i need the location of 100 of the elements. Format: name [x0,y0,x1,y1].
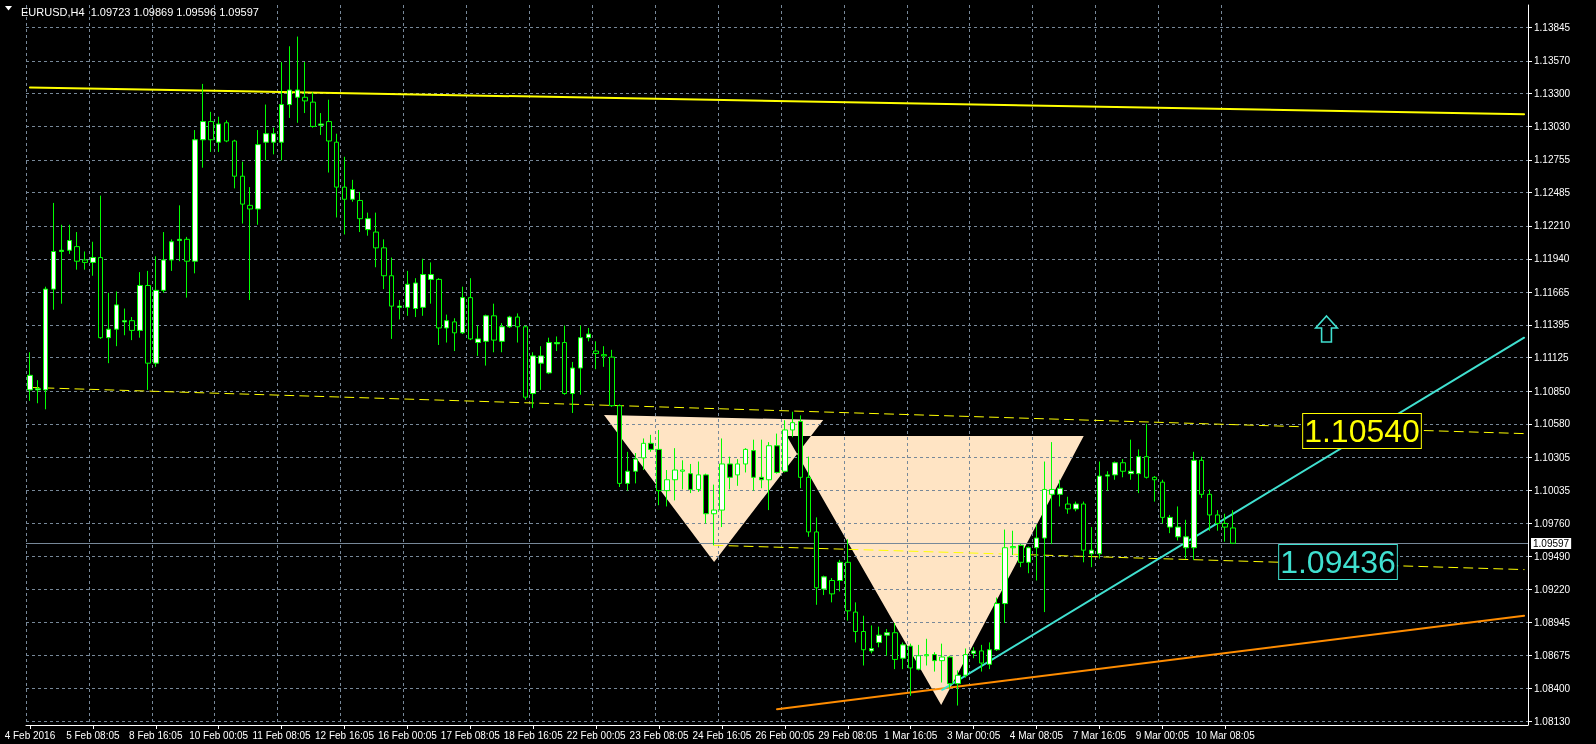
y-tick-label: 1.10580 [1534,418,1571,430]
candlestick [1065,496,1071,515]
candlestick [475,325,481,357]
candlestick [829,577,835,603]
y-tick-label: 1.13030 [1534,120,1571,132]
y-tick-label: 1.09490 [1534,550,1571,562]
candlestick [892,622,898,670]
candlestick [295,36,300,124]
candlestick [192,129,198,274]
candlestick [122,308,127,336]
candlestick [1128,439,1134,481]
y-tick-label: 1.08945 [1534,616,1571,628]
candlestick [373,212,379,268]
candlestick [845,538,851,622]
candlestick [208,111,214,153]
x-tick-label: 29 Feb 08:05 [818,729,878,741]
candlestick [106,292,111,364]
candlestick [853,601,858,643]
x-tick-label: 1 Mar 16:05 [884,729,938,741]
candlestick [51,202,56,311]
candlestick [310,91,316,129]
candlestick [782,419,788,473]
candlestick [67,224,72,255]
candlestick [1034,524,1039,582]
candlestick [711,484,717,546]
x-tick-label: 16 Feb 00:05 [377,729,438,741]
y-tick-label: 1.08130 [1534,715,1571,727]
candlestick [727,456,733,490]
candlestick [1081,501,1086,563]
candlestick [114,291,119,347]
annotation: 1.10540 [1304,413,1420,449]
y-tick-label: 1.13300 [1534,88,1571,100]
candlestick [625,451,630,492]
candlestick [869,624,874,654]
candlestick [82,250,88,271]
candlestick [1230,509,1236,544]
candlestick [460,286,465,335]
candlestick [766,441,772,511]
candlestick [562,325,567,396]
candlestick [184,236,190,299]
candlestick [365,212,371,237]
candlestick [397,299,402,320]
y-tick-label: 1.11395 [1534,319,1570,331]
candlestick [688,463,693,494]
x-tick-label: 18 Feb 16:05 [503,729,564,741]
candlestick [428,261,434,305]
candlestick [987,641,992,670]
candlestick [1152,475,1157,503]
candlestick [735,458,740,487]
candlestick [703,473,709,524]
candlestick [145,270,151,391]
candlestick [1057,479,1063,507]
candlestick [790,411,795,438]
candlestick [601,345,607,368]
candlestick [798,414,803,489]
candlestick [837,559,843,592]
x-tick-label: 17 Feb 08:05 [440,729,501,741]
x-tick-label: 9 Mar 00:05 [1135,729,1190,741]
candlestick [751,439,756,492]
candlestick [916,644,921,671]
candlestick [1026,546,1031,574]
candlestick [468,277,473,341]
candlestick [814,516,819,606]
candlestick [1120,458,1126,478]
candlestick [224,119,229,143]
candlestick [43,286,48,410]
candlestick [27,351,33,402]
candlestick [633,452,638,484]
candlestick [924,638,929,667]
candlestick [1073,501,1079,512]
candlestick [90,241,96,277]
candlestick [861,615,866,667]
candlestick [1018,543,1024,568]
candlestick [719,437,725,528]
candlestick [1183,519,1189,560]
candlestick [1222,513,1228,543]
candlestick [1191,451,1197,561]
candlestick [1160,479,1165,524]
x-tick-label: 12 Feb 16:05 [315,729,375,741]
candlestick [1175,505,1181,541]
candlestick [1105,470,1110,492]
candlestick [530,351,536,409]
y-tick-label: 1.12210 [1534,220,1571,232]
chart-title: EURUSD,H4 1.09723 1.09869 1.09596 1.09597 [21,5,259,18]
candlestick [35,379,41,404]
y-tick-label: 1.13570 [1534,55,1571,67]
y-tick-label: 1.09220 [1534,583,1571,595]
candlestick [169,238,174,272]
candlestick [507,315,512,329]
candlestick [279,61,284,161]
candlestick [759,439,764,489]
candlestick [806,456,811,538]
candlestick [59,224,64,305]
candlestick [413,277,418,318]
candlestick [263,104,269,161]
candlestick [499,322,505,353]
x-tick-label: 24 Feb 16:05 [692,729,752,741]
candlestick [74,231,80,271]
candlestick [963,648,968,679]
y-tick-label: 1.08400 [1534,683,1571,695]
